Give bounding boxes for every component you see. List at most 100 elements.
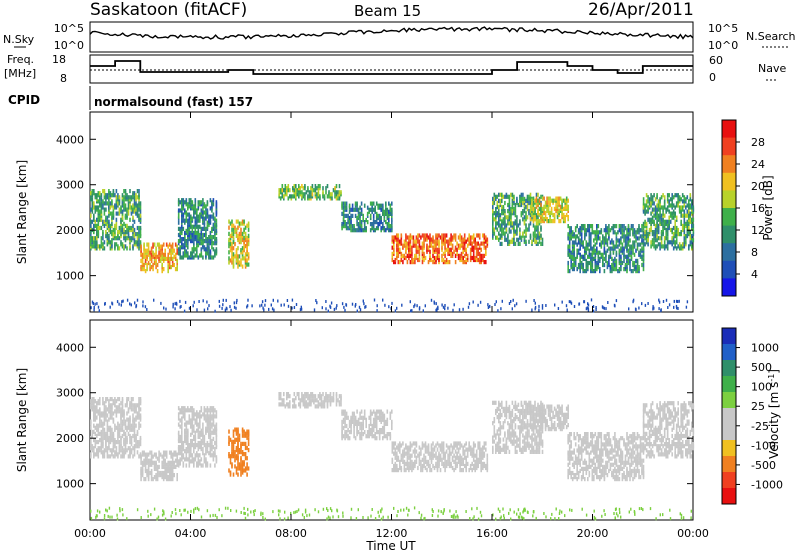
echo-cell <box>195 231 197 235</box>
echo-cell <box>540 211 542 215</box>
echo-cell <box>105 230 107 234</box>
echo-cell <box>382 430 384 434</box>
echo-cell <box>524 215 526 219</box>
echo-cell <box>468 242 470 246</box>
echo-cell <box>233 228 235 232</box>
echo-cell <box>637 259 639 263</box>
echo-cell <box>228 238 230 242</box>
echo-cell <box>676 193 678 197</box>
echo-cell <box>294 188 296 192</box>
echo-cell <box>246 462 248 466</box>
echo-cell <box>135 197 137 201</box>
echo-cell <box>656 220 658 224</box>
echo-cell <box>231 224 233 228</box>
echo-cell <box>169 243 171 247</box>
echo-cell <box>473 258 475 262</box>
echo-cell <box>186 447 188 451</box>
echo-cell <box>388 202 390 206</box>
echo-cell <box>374 424 376 428</box>
echo-cell <box>137 240 139 244</box>
echo-cell <box>205 443 207 447</box>
echo-cell <box>438 248 440 252</box>
echo-cell <box>592 228 594 232</box>
echo-cell <box>367 212 369 216</box>
echo-cell <box>655 197 657 201</box>
echo-cell <box>368 208 370 212</box>
echo-cell <box>107 201 109 205</box>
echo-cell <box>367 206 369 210</box>
echo-cell <box>245 258 247 262</box>
echo-cell <box>122 224 124 228</box>
echo-cell <box>196 249 198 253</box>
noise-panel-frame <box>90 22 693 52</box>
echo-cell <box>665 236 667 240</box>
echo-cell <box>237 220 239 224</box>
echo-cell <box>682 228 684 232</box>
echo-cell <box>690 203 692 207</box>
echo-cell <box>186 249 188 253</box>
echo-cell <box>160 245 162 249</box>
echo-cell <box>572 255 574 259</box>
echo-cell <box>575 226 577 230</box>
echo-cell <box>650 193 652 197</box>
echo-cell <box>414 240 416 244</box>
echo-cell <box>563 207 565 211</box>
echo-cell <box>120 436 122 440</box>
echo-cell <box>525 211 527 215</box>
echo-cell <box>470 252 472 256</box>
echo-cell <box>368 428 370 432</box>
echo-cell <box>344 202 346 206</box>
echo-cell <box>178 437 180 441</box>
echo-cell <box>419 248 421 252</box>
echo-cell <box>242 460 244 464</box>
echo-cell <box>251 304 252 307</box>
echo-cell <box>214 451 216 455</box>
echo-cell <box>102 436 104 440</box>
echo-cell <box>602 253 604 257</box>
echo-cell <box>211 443 213 447</box>
echo-cell <box>285 184 287 188</box>
echo-cell <box>285 190 287 194</box>
echo-cell <box>661 308 662 311</box>
echo-cell <box>160 471 162 475</box>
echo-cell <box>404 244 406 248</box>
echo-cell <box>104 195 106 199</box>
echo-cell <box>190 459 192 463</box>
echo-cell <box>514 304 515 307</box>
echo-cell <box>214 229 216 233</box>
echo-cell <box>503 232 505 236</box>
echo-cell <box>498 215 500 219</box>
echo-cell <box>102 428 104 432</box>
echo-cell <box>622 232 624 236</box>
echo-cell <box>610 265 612 269</box>
echo-cell <box>233 236 235 240</box>
echo-cell <box>500 307 501 310</box>
echo-cell <box>670 220 672 224</box>
echo-cell <box>664 220 666 224</box>
echo-cell <box>243 442 245 446</box>
echo-cell <box>295 184 297 188</box>
echo-cell <box>687 210 689 214</box>
echo-cell <box>641 234 643 238</box>
echo-cell <box>376 426 378 430</box>
echo-cell <box>344 424 346 428</box>
echo-cell <box>344 436 346 440</box>
echo-cell <box>324 404 326 408</box>
echo-cell <box>226 307 227 310</box>
echo-cell <box>120 426 122 430</box>
echo-cell <box>620 240 622 244</box>
echo-cell <box>216 423 218 427</box>
echo-cell <box>207 416 209 420</box>
echo-cell <box>204 439 206 443</box>
echo-cell <box>647 199 649 203</box>
echo-cell <box>385 228 387 232</box>
echo-cell <box>135 403 137 407</box>
echo-cell <box>107 446 109 450</box>
echo-cell <box>98 244 100 248</box>
echo-cell <box>230 248 232 252</box>
echo-cell <box>362 416 364 420</box>
echo-cell <box>175 451 177 455</box>
echo-cell <box>347 214 349 218</box>
noise-right-tick-top: 10^5 <box>708 22 738 35</box>
echo-cell <box>92 397 94 401</box>
